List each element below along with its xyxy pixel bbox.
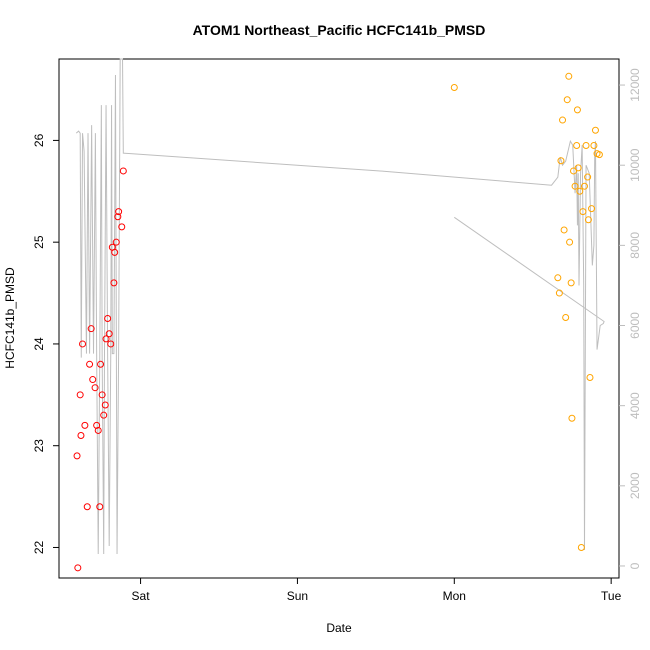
x-tick-label-0: Sat	[132, 589, 151, 603]
data-point-red-28	[118, 223, 126, 231]
data-point-red-1	[73, 452, 81, 460]
y2-tick-label-0: 0	[628, 562, 642, 569]
data-point-orange-24	[586, 374, 594, 382]
data-point-red-13	[96, 503, 104, 511]
x-tick-label-2: Mon	[443, 589, 466, 603]
data-point-red-20	[105, 330, 113, 338]
data-point-red-5	[81, 421, 89, 429]
y2-tick-label-6: 12000	[628, 68, 642, 102]
data-point-red-18	[102, 335, 110, 343]
data-point-red-3	[77, 432, 85, 440]
data-point-red-11	[93, 421, 101, 429]
data-point-orange-21	[582, 142, 590, 149]
data-point-orange-13	[571, 182, 579, 190]
data-point-orange-23	[584, 216, 592, 224]
data-point-orange-14	[573, 142, 581, 149]
y2-tick-label-4: 8000	[628, 232, 642, 259]
data-point-red-21	[107, 340, 115, 348]
data-point-orange-18	[577, 543, 585, 551]
data-point-orange-9	[566, 238, 574, 246]
y-axis-right: 0 2000 4000 6000 8000 10000 12000	[619, 68, 642, 569]
data-point-red-12	[94, 426, 102, 434]
data-point-orange-6	[562, 313, 570, 321]
data-point-orange-15	[573, 106, 581, 114]
data-point-red-2	[76, 391, 84, 399]
y-tick-label-1: 23	[32, 439, 46, 453]
data-point-orange-10	[567, 279, 575, 287]
y-tick-label-2: 24	[32, 337, 46, 351]
x-axis-label: Date	[326, 621, 352, 635]
data-point-red-16	[100, 411, 108, 419]
data-point-orange-20	[580, 182, 588, 190]
data-point-red-0	[74, 564, 82, 572]
y2-tick-label-1: 2000	[628, 472, 642, 499]
plot-area	[58, 58, 620, 579]
line-series	[75, 58, 605, 554]
data-point-orange-5	[560, 226, 568, 234]
data-point-red-29	[119, 167, 127, 175]
data-point-orange-19	[579, 208, 587, 216]
data-point-orange-2	[555, 289, 563, 297]
data-point-orange-0	[450, 83, 458, 91]
x-tick-label-1: Sun	[287, 589, 308, 603]
chart-title: ATOM1 Northeast_Pacific HCFC141b_PMSD	[193, 22, 486, 38]
data-point-red-23	[110, 279, 118, 287]
y-axis-label: HCFC141b_PMSD	[3, 267, 17, 369]
data-point-red-24	[111, 248, 119, 256]
x-tick-label-3: Tue	[601, 589, 622, 603]
data-point-red-10	[91, 384, 99, 392]
data-point-orange-4	[559, 116, 567, 124]
data-point-orange-27	[591, 126, 599, 134]
data-point-red-4	[79, 340, 87, 348]
data-point-red-9	[89, 376, 97, 384]
data-point-orange-8	[565, 72, 573, 80]
y2-tick-label-2: 4000	[628, 392, 642, 419]
data-point-red-17	[101, 401, 109, 409]
data-point-red-15	[98, 391, 106, 399]
data-point-orange-26	[590, 142, 598, 149]
data-point-red-7	[86, 360, 94, 368]
data-point-orange-1	[554, 274, 562, 282]
plot-border	[58, 58, 620, 579]
data-point-orange-3	[557, 157, 565, 165]
series-line	[75, 58, 605, 554]
data-point-orange-11	[568, 414, 576, 422]
x-axis: Sat Sun Mon Tue	[132, 578, 622, 603]
point-series	[73, 72, 603, 572]
y-tick-label-0: 22	[32, 540, 46, 554]
data-point-orange-29	[595, 151, 603, 159]
y2-tick-label-3: 6000	[628, 312, 642, 339]
data-point-orange-17	[576, 187, 584, 195]
data-point-orange-16	[574, 164, 582, 172]
data-point-red-27	[115, 208, 123, 216]
y-axis-left: 22 23 24 25 26	[32, 133, 59, 554]
y-tick-label-4: 26	[32, 133, 46, 147]
data-point-orange-25	[588, 205, 596, 213]
data-point-red-26	[114, 213, 122, 221]
data-point-red-14	[97, 360, 105, 368]
data-point-red-6	[83, 503, 91, 511]
y-tick-label-3: 25	[32, 235, 46, 249]
data-point-red-19	[104, 315, 112, 322]
y2-tick-label-5: 10000	[628, 148, 642, 182]
data-point-red-25	[112, 238, 120, 246]
data-point-orange-7	[563, 96, 571, 104]
data-point-red-8	[87, 325, 95, 333]
data-point-orange-22	[584, 173, 592, 181]
